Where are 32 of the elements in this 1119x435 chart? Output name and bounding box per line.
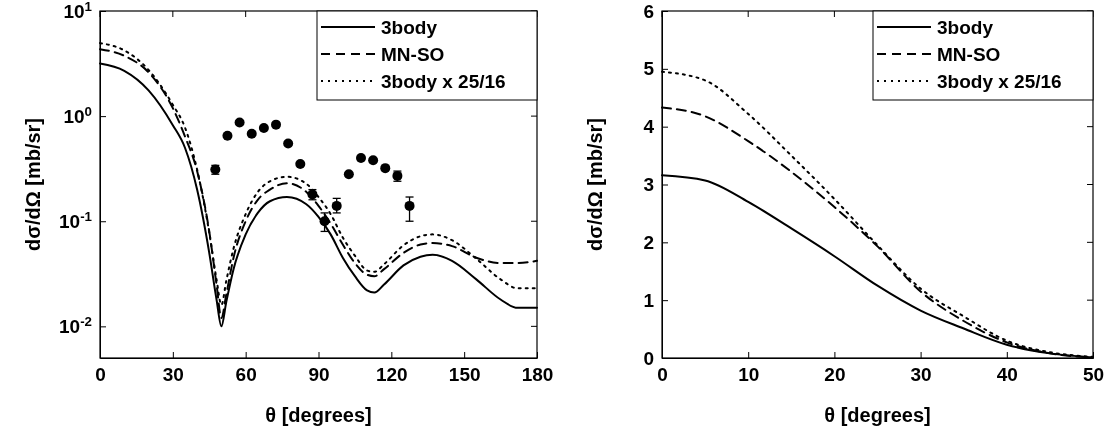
y-axis-title: dσ/dΩ [mb/sr] [22, 117, 44, 252]
legend-label: 3body x 25/16 [381, 71, 506, 92]
x-axis-title: θ [degrees] [824, 404, 931, 426]
y-tick-label: 10$^{-1}$ [59, 208, 93, 232]
y-tick-label: 0 [643, 347, 654, 369]
x-tick-label: 50 [1082, 364, 1105, 386]
y-tick-label: 1 [643, 289, 655, 311]
x-tick-label: 10 [738, 364, 760, 386]
x-tick-label: 60 [235, 364, 257, 386]
y-tick-label: 10$^{1}$ [63, 0, 93, 22]
x-axis-title: θ [degrees] [265, 404, 372, 426]
legend-label: 3body [937, 17, 994, 38]
legend-label: 3body x 25/16 [937, 71, 1062, 92]
y-tick-label: 5 [643, 58, 655, 80]
x-tick-label: 120 [375, 364, 408, 386]
x-tick-label: 30 [910, 364, 932, 386]
legend-label: MN-SO [381, 44, 445, 65]
y-tick-label: 4 [643, 116, 655, 138]
y-tick-label: 3 [643, 174, 654, 196]
x-tick-label: 30 [162, 364, 184, 386]
x-tick-label: 90 [308, 364, 330, 386]
x-tick-label: 180 [521, 364, 554, 386]
y-axis-title: dσ/dΩ [mb/sr] [584, 117, 606, 252]
y-tick-label: 10$^{0}$ [63, 103, 92, 127]
x-tick-label: 40 [996, 364, 1018, 386]
y-tick-label: 6 [643, 0, 654, 22]
y-tick-label: 2 [643, 231, 654, 253]
x-tick-label: 20 [824, 364, 846, 386]
y-tick-label: 10$^{-2}$ [59, 313, 92, 337]
x-tick-label: 150 [448, 364, 481, 386]
legend-label: MN-SO [937, 44, 1001, 65]
legend-label: 3body [381, 17, 438, 38]
